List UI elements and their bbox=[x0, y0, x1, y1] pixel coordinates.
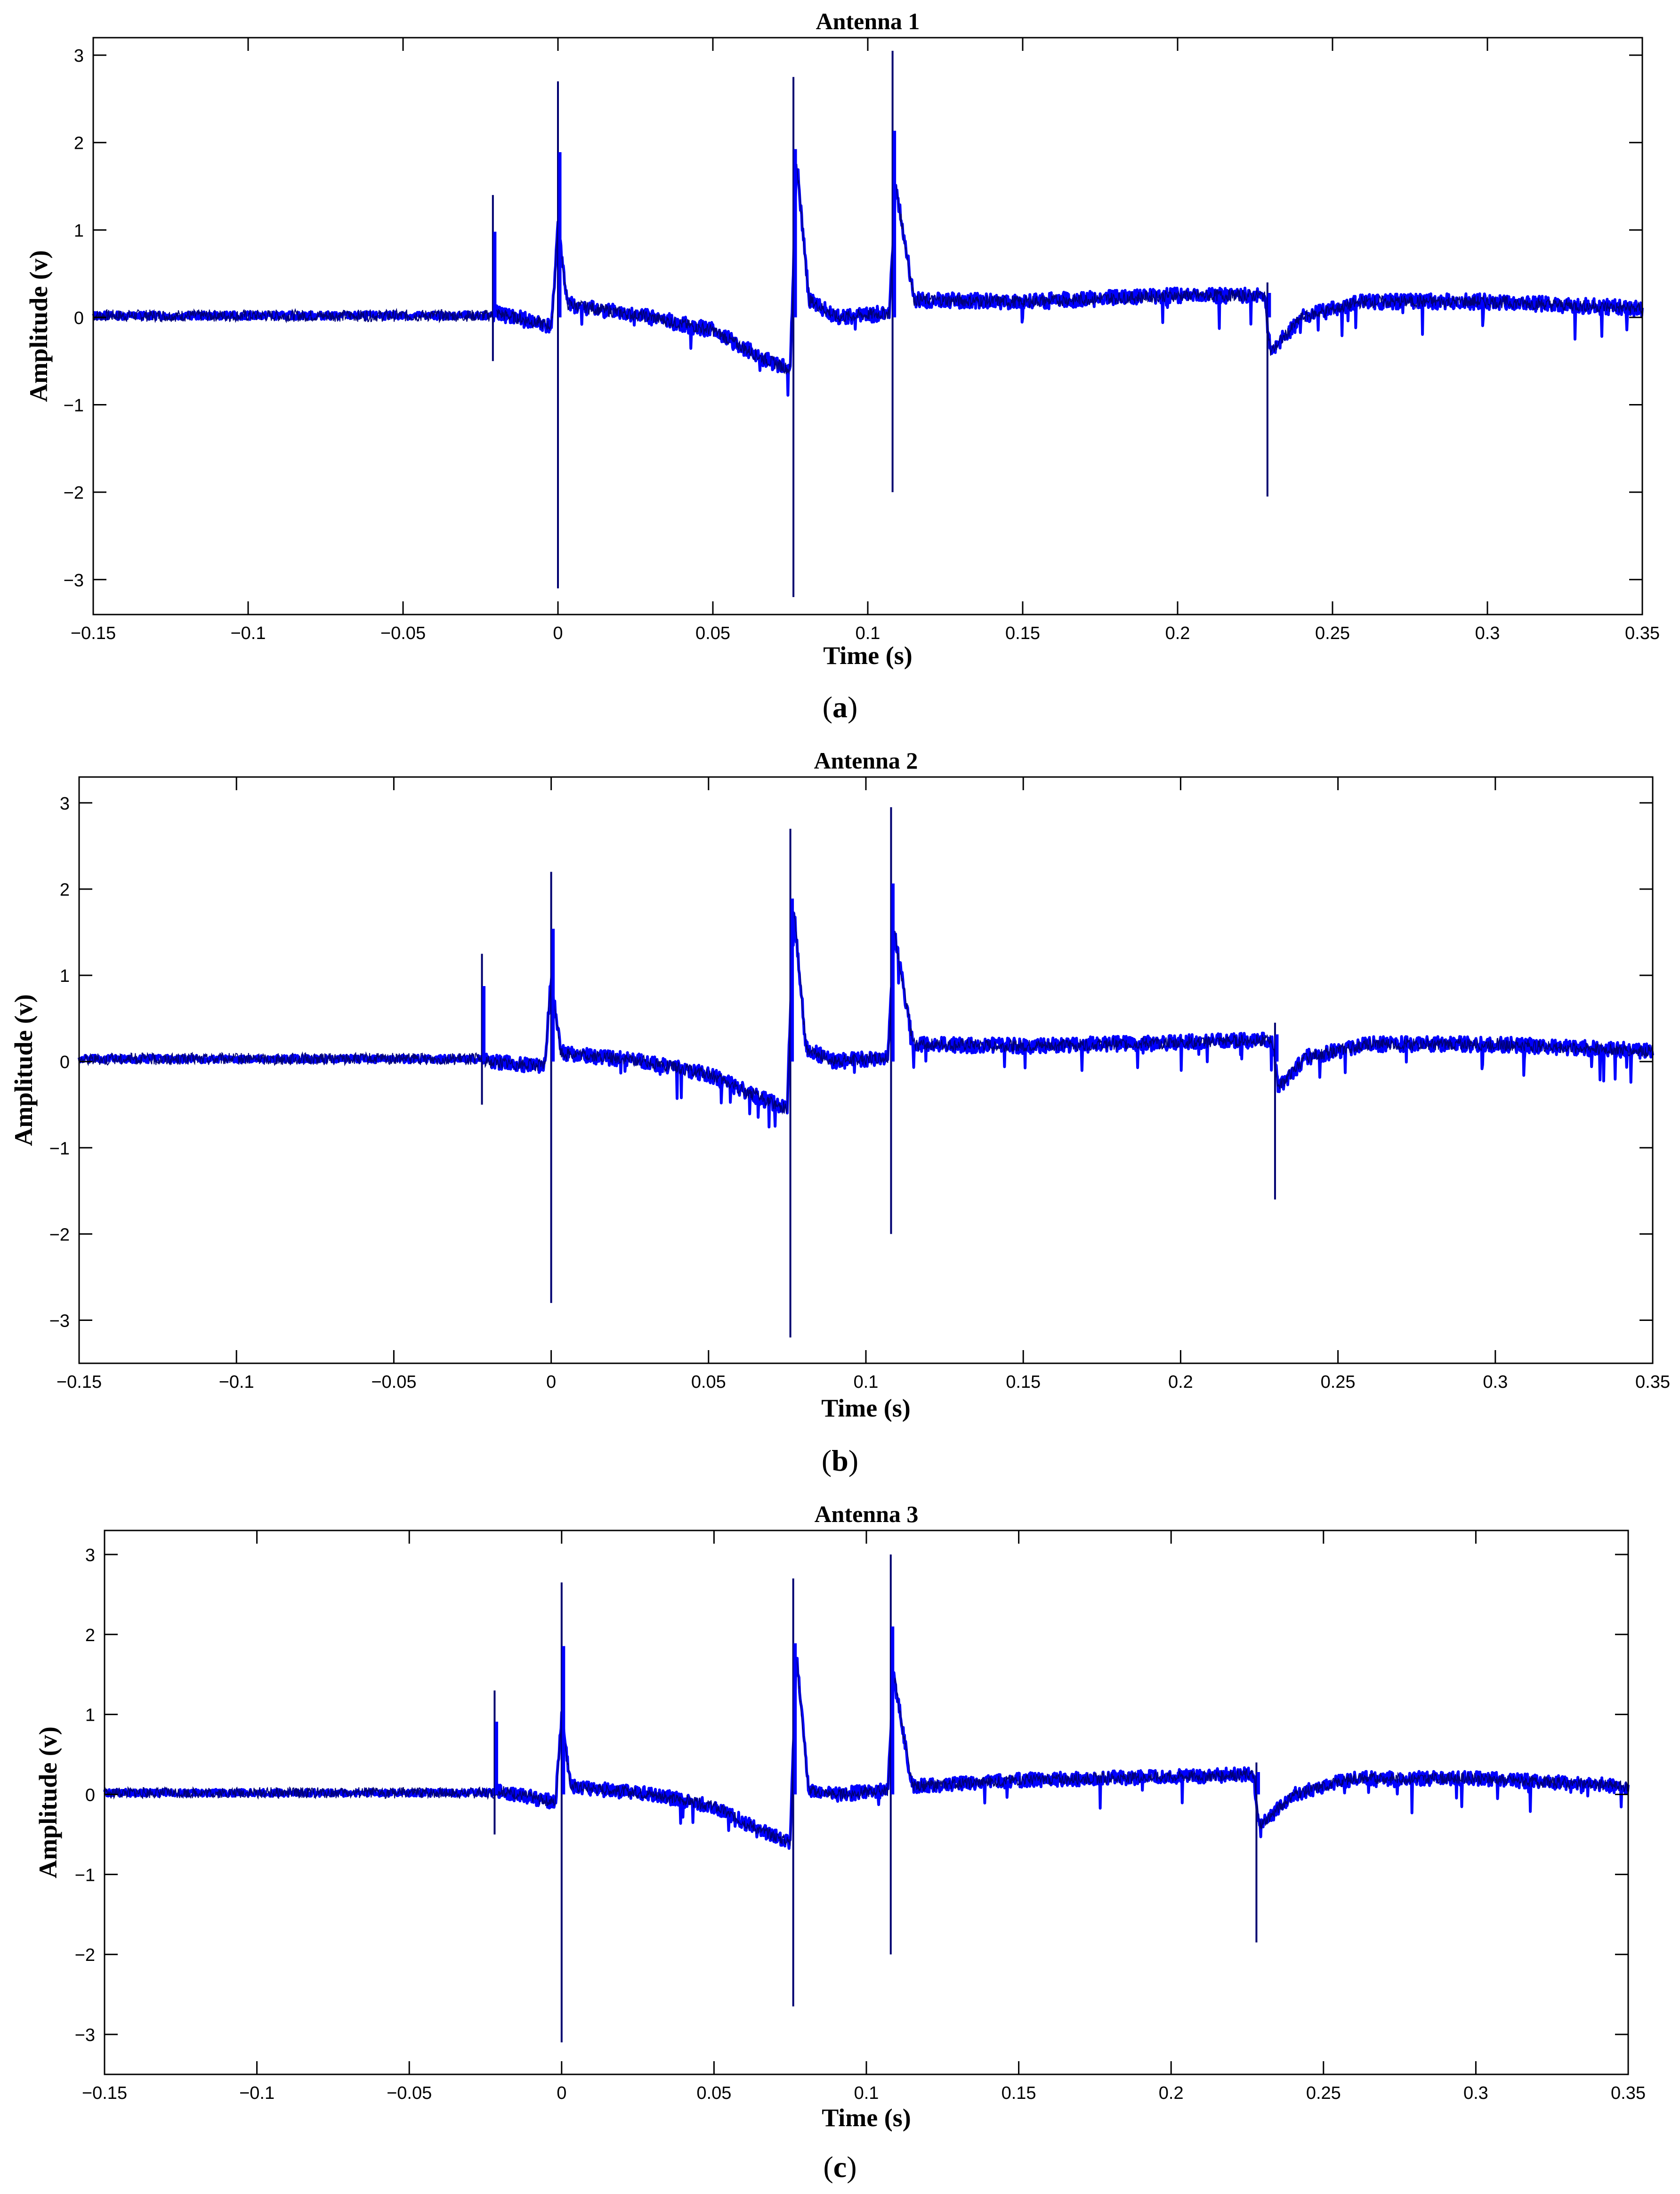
signal-trace bbox=[78, 912, 1654, 1129]
signal-trace-detail bbox=[93, 163, 1643, 375]
caption-c-close: ) bbox=[847, 2150, 857, 2184]
caption-b: (b) bbox=[0, 1443, 1680, 1478]
caption-c: (c) bbox=[0, 2150, 1680, 2185]
chart-panel-a: −0.15 −0.1 −0.05 0 0.05 0.1 0.15 0.2 0.25 0.3 0.35… bbox=[0, 0, 1680, 744]
signal-trace bbox=[92, 168, 1644, 397]
y-tick-label: 2 bbox=[85, 1626, 95, 1645]
chart-panel-c: −0.15 −0.1 −0.05 0 0.05 0.1 0.15 0.2 0.25 0.3 0.35… bbox=[0, 1498, 1680, 2194]
x-tick-label: −0.15 bbox=[82, 2083, 127, 2103]
y-tick-label: 0 bbox=[85, 1786, 95, 1805]
y-tick-label: 2 bbox=[74, 134, 84, 154]
x-tick-label: 0.25 bbox=[1306, 2083, 1341, 2103]
y-tick-label: −2 bbox=[75, 1945, 95, 1965]
x-tick-label: 0.2 bbox=[1168, 1372, 1193, 1392]
x-axis-label: Time (s) bbox=[823, 641, 912, 670]
x-tick-label: 0.35 bbox=[1625, 623, 1660, 643]
y-tick-label: −3 bbox=[64, 571, 84, 591]
x-tick-label: 0.05 bbox=[691, 1372, 726, 1392]
x-tick-label: −0.15 bbox=[57, 1372, 102, 1392]
x-tick-label: 0.2 bbox=[1165, 623, 1190, 643]
caption-c-letter: c bbox=[833, 2150, 847, 2184]
y-tick-label: 3 bbox=[60, 794, 70, 814]
y-tick-label: −3 bbox=[49, 1311, 70, 1331]
plot-frame bbox=[78, 776, 1654, 1364]
x-tick-label: −0.1 bbox=[230, 623, 266, 643]
caption-b-letter: b bbox=[832, 1444, 848, 1477]
chart-antenna-1: −0.15 −0.1 −0.05 0 0.05 0.1 0.15 0.2 0.25 0.3 0.35… bbox=[24, 8, 1660, 670]
caption-a-close: ) bbox=[848, 690, 858, 724]
x-tick-label: 0 bbox=[546, 1372, 556, 1392]
x-tick-label: 0.15 bbox=[1002, 2083, 1036, 2103]
y-axis-label: Amplitude (v) bbox=[34, 1726, 62, 1878]
x-tick-label: 0.25 bbox=[1315, 623, 1350, 643]
y-tick-label: 1 bbox=[85, 1706, 95, 1725]
x-tick-label: 0 bbox=[553, 623, 563, 643]
x-tick-label: 0.05 bbox=[696, 2083, 731, 2103]
x-axis-label: Time (s) bbox=[822, 2104, 911, 2132]
x-tick-label: 0.15 bbox=[1005, 623, 1040, 643]
caption-a-letter: a bbox=[832, 690, 848, 724]
y-tick-label: 0 bbox=[60, 1052, 70, 1072]
caption-a-open: ( bbox=[822, 690, 832, 724]
x-tick-label: 0.1 bbox=[854, 1372, 879, 1392]
y-tick-label: 1 bbox=[60, 966, 70, 986]
caption-b-open: ( bbox=[821, 1444, 832, 1477]
chart-panel-b: −0.15 −0.1 −0.05 0 0.05 0.1 0.15 0.2 0.25 0.3 0.35… bbox=[0, 735, 1680, 1488]
x-axis-label: Time (s) bbox=[821, 1394, 910, 1422]
x-tick-label: 0.35 bbox=[1635, 1372, 1670, 1392]
y-tick-label: 3 bbox=[74, 46, 84, 66]
x-tick-label: 0.05 bbox=[695, 623, 730, 643]
y-tick-label: −2 bbox=[49, 1225, 70, 1245]
x-tick-label: 0.1 bbox=[854, 2083, 879, 2103]
x-tick-label: 0.1 bbox=[856, 623, 880, 643]
plot-frame bbox=[104, 1530, 1629, 2075]
chart-antenna-2: −0.15 −0.1 −0.05 0 0.05 0.1 0.15 0.2 0.25 0.3 0.35… bbox=[9, 747, 1670, 1422]
x-tick-label: 0.3 bbox=[1475, 623, 1500, 643]
caption-c-open: ( bbox=[823, 2150, 833, 2184]
x-tick-label: 0.25 bbox=[1321, 1372, 1356, 1392]
plot-frame bbox=[92, 37, 1643, 615]
y-axis-label: Amplitude (v) bbox=[24, 250, 53, 402]
y-tick-label: −3 bbox=[75, 2025, 95, 2045]
x-tick-label: 0.3 bbox=[1463, 2083, 1488, 2103]
x-tick-label: −0.05 bbox=[387, 2083, 432, 2103]
y-tick-label: −1 bbox=[75, 1865, 95, 1885]
x-tick-label: 0 bbox=[557, 2083, 566, 2103]
caption-a: (a) bbox=[0, 690, 1680, 725]
x-tick-label: −0.1 bbox=[239, 2083, 275, 2103]
y-tick-label: 2 bbox=[60, 880, 70, 900]
chart-title: Antenna 3 bbox=[815, 1501, 919, 1527]
x-tick-label: 0.35 bbox=[1611, 2083, 1646, 2103]
y-tick-label: 3 bbox=[85, 1546, 95, 1565]
signal-trace-detail bbox=[104, 1660, 1629, 1846]
y-axis-label: Amplitude (v) bbox=[9, 994, 38, 1146]
x-tick-label: −0.15 bbox=[71, 623, 116, 643]
y-tick-label: 0 bbox=[74, 308, 84, 328]
caption-b-close: ) bbox=[848, 1444, 859, 1477]
y-tick-label: −1 bbox=[49, 1139, 70, 1158]
y-tick-label: 1 bbox=[74, 221, 84, 241]
x-tick-label: −0.1 bbox=[219, 1372, 254, 1392]
chart-title: Antenna 1 bbox=[816, 8, 920, 34]
x-tick-label: −0.05 bbox=[371, 1372, 416, 1392]
y-tick-label: −1 bbox=[64, 396, 84, 416]
signal-trace bbox=[103, 1657, 1630, 1850]
x-tick-label: −0.05 bbox=[380, 623, 426, 643]
chart-title: Antenna 2 bbox=[814, 747, 918, 774]
signal-trace-detail bbox=[79, 911, 1653, 1115]
x-tick-label: 0.2 bbox=[1159, 2083, 1184, 2103]
chart-antenna-3: −0.15 −0.1 −0.05 0 0.05 0.1 0.15 0.2 0.25 0.3 0.35… bbox=[34, 1501, 1646, 2132]
y-tick-label: −2 bbox=[64, 483, 84, 503]
x-tick-label: 0.3 bbox=[1483, 1372, 1508, 1392]
x-tick-label: 0.15 bbox=[1006, 1372, 1041, 1392]
